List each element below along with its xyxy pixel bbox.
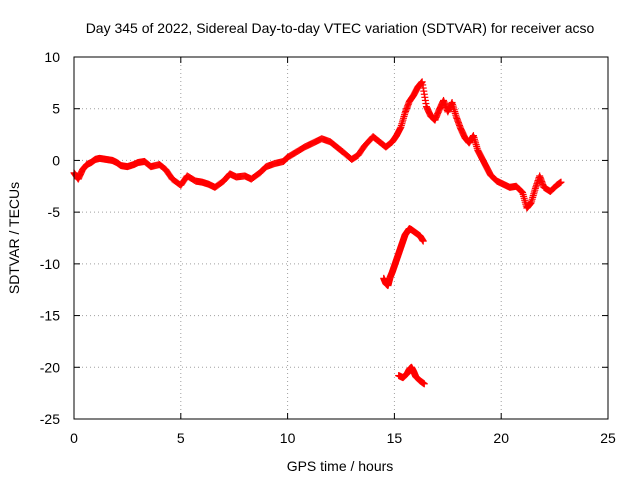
y-tick-label: 10 <box>44 49 60 65</box>
x-tick-label: 20 <box>493 430 509 446</box>
series-track-c <box>395 363 428 388</box>
y-axis-label: SDTVAR / TECUs <box>6 182 22 294</box>
data-point <box>557 178 565 186</box>
x-axis-label: GPS time / hours <box>287 458 394 474</box>
series-main-track <box>70 78 565 212</box>
chart-title: Day 345 of 2022, Sidereal Day-to-day VTE… <box>86 20 595 36</box>
y-tick-label: -10 <box>40 256 60 272</box>
data-point <box>419 237 427 245</box>
x-tick-label: 0 <box>70 430 78 446</box>
series-track-b <box>380 225 427 290</box>
y-tick-label: 5 <box>52 101 60 117</box>
x-tick-label: 15 <box>387 430 403 446</box>
y-tick-label: -5 <box>48 204 61 220</box>
y-tick-label: 0 <box>52 152 60 168</box>
data-point <box>420 380 428 388</box>
axis-ticks <box>73 56 609 420</box>
x-tick-label: 25 <box>600 430 616 446</box>
y-tick-label: -15 <box>40 308 60 324</box>
tick-labels: 0 5 10 15 20 25 -25 -20 -15 -10 -5 0 5 10 <box>40 49 616 446</box>
data-points <box>70 78 565 388</box>
x-tick-label: 5 <box>177 430 185 446</box>
x-tick-label: 10 <box>280 430 296 446</box>
plot-frame <box>73 56 609 420</box>
grid <box>74 57 608 419</box>
y-tick-label: -20 <box>40 359 60 375</box>
y-tick-label: -25 <box>40 411 60 427</box>
